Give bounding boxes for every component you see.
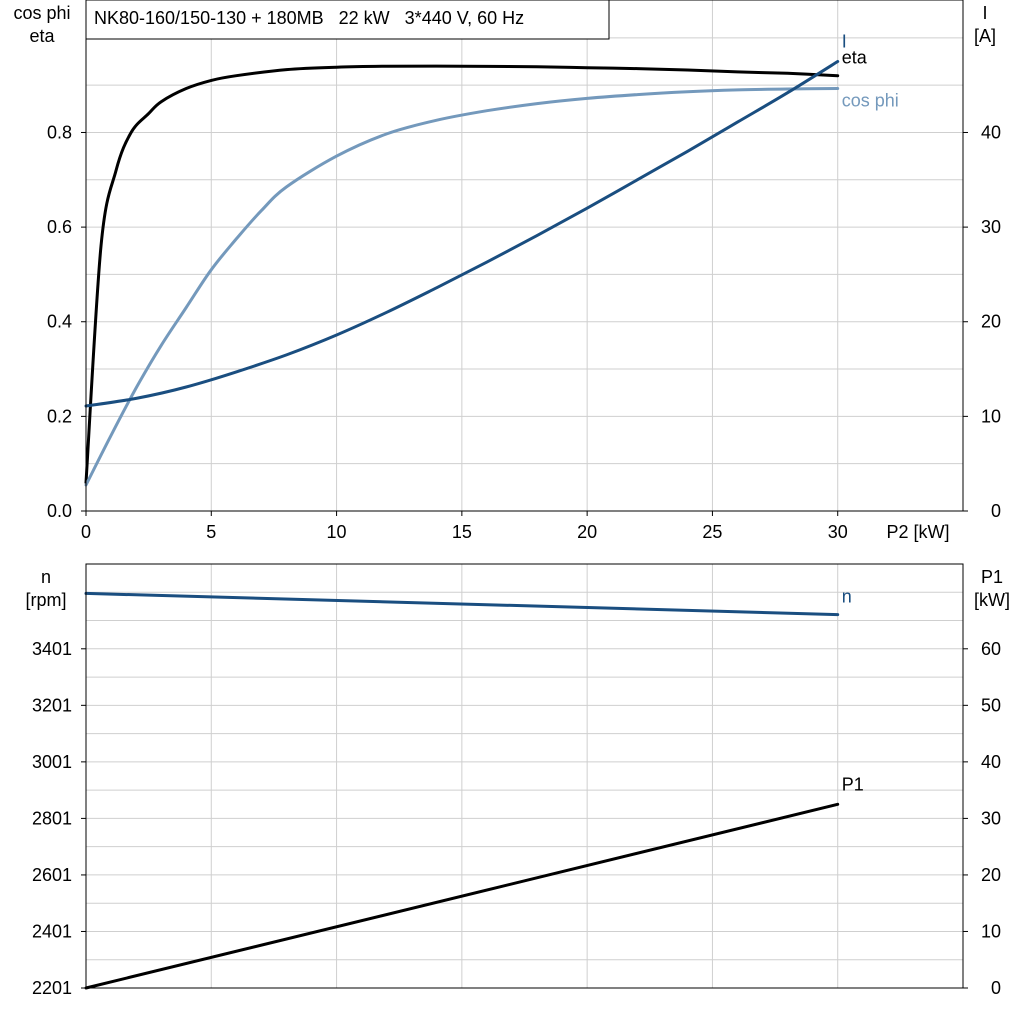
left-y-tick-label: 0.6	[47, 217, 72, 237]
x-tick-label: 20	[577, 522, 597, 542]
curve-label-eta: eta	[842, 48, 868, 68]
bottom-left-axis-title-line1: n	[41, 567, 51, 587]
right-y-tick-label: 30	[981, 217, 1001, 237]
top-curves: eta cos phi I	[84, 32, 899, 487]
left-y-tick-label: 0.2	[47, 406, 72, 426]
bottom-right-axis-title-line2: [kW]	[974, 590, 1010, 610]
bottom-right-y-tick-label: 40	[981, 752, 1001, 772]
bottom-right-y-tick-label: 0	[991, 978, 1001, 998]
bottom-left-y-tick-label: 3201	[32, 695, 72, 715]
right-y-tick-label: 10	[981, 406, 1001, 426]
right-y-tick-label: 20	[981, 312, 1001, 332]
x-tick-label: 30	[828, 522, 848, 542]
top-plot-frame	[85, 0, 964, 512]
bottom-right-y-tick-label: 50	[981, 695, 1001, 715]
bottom-curves: n P1	[84, 587, 864, 990]
top-gridlines	[86, 0, 963, 511]
bottom-right-y-tick-label: 10	[981, 921, 1001, 941]
bottom-left-axis-title-line2: [rpm]	[25, 590, 66, 610]
bottom-tick-labels: 2201 2401 2601 2801 3001 3201 3401 0 10 20 30 40 50 6…	[32, 639, 1001, 998]
right-y-tick-label: 40	[981, 122, 1001, 142]
bottom-left-y-tick-label: 2601	[32, 865, 72, 885]
x-tick-label: 0	[81, 522, 91, 542]
left-y-tick-label: 0.8	[47, 122, 72, 142]
curve-label-cos-phi: cos phi	[842, 90, 899, 110]
top-right-axis-title-line2: [A]	[974, 26, 996, 46]
curve-I	[84, 60, 840, 408]
x-tick-label: 25	[702, 522, 722, 542]
curve-P1	[84, 802, 840, 990]
left-y-tick-label: 0.0	[47, 501, 72, 521]
x-tick-label: 10	[327, 522, 347, 542]
right-y-tick-label: 0	[991, 501, 1001, 521]
curve-label-P1: P1	[842, 774, 864, 794]
curve-eta	[84, 64, 840, 485]
chart-title-box	[85, 0, 610, 40]
bottom-left-y-tick-label: 2801	[32, 808, 72, 828]
x-tick-label: 5	[206, 522, 216, 542]
bottom-left-y-tick-label: 3401	[32, 639, 72, 659]
top-left-axis-title-line2: eta	[29, 26, 55, 46]
bottom-right-axis-title-line1: P1	[981, 567, 1003, 587]
curve-label-I: I	[842, 32, 847, 52]
bottom-left-y-tick-label: 2201	[32, 978, 72, 998]
bottom-right-y-tick-label: 30	[981, 808, 1001, 828]
top-tick-labels: 0 5 10 15 20 25 30 0.0 0.2 0.4 0.6 0.8 0 10 20 30 40	[47, 122, 1001, 542]
curve-label-n: n	[842, 587, 852, 607]
chart-title: NK80-160/150-130 + 180MB 22 kW 3*440 V, …	[94, 8, 524, 28]
bottom-right-y-tick-label: 60	[981, 639, 1001, 659]
bottom-plot-frame	[85, 563, 964, 989]
x-axis-title: P2 [kW]	[886, 522, 949, 542]
x-tick-label: 15	[452, 522, 472, 542]
top-left-axis-title-line1: cos phi	[13, 3, 70, 23]
bottom-left-y-tick-label: 3001	[32, 752, 72, 772]
top-right-axis-title-line1: I	[982, 3, 987, 23]
curve-n	[84, 591, 840, 617]
bottom-right-y-tick-label: 20	[981, 865, 1001, 885]
bottom-gridlines	[86, 564, 963, 988]
bottom-left-y-tick-label: 2401	[32, 921, 72, 941]
left-y-tick-label: 0.4	[47, 312, 72, 332]
curve-cos-phi	[84, 87, 840, 487]
